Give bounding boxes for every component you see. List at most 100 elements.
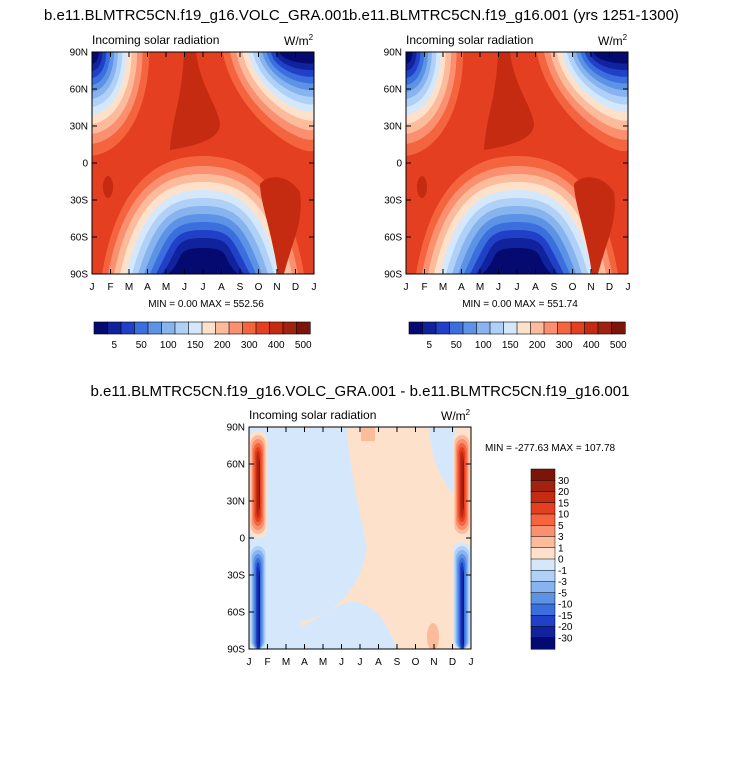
diff-panel: b.e11.BLMTRC5CN.f19_g16.VOLC_GRA.001 - b…	[91, 383, 630, 668]
north-polar-night-band-left	[92, 52, 99, 64]
diff-edge-band	[258, 459, 260, 510]
x-tick-label: S	[551, 282, 558, 293]
colorbar-box	[530, 502, 556, 515]
diff-plot-label: Incoming solar radiation	[249, 408, 376, 422]
diff-stats: MIN = -277.63 MAX = 107.78	[485, 443, 616, 454]
colorbar-box	[201, 321, 217, 335]
south-summer-max	[260, 177, 301, 274]
colorbar-box	[530, 558, 556, 571]
colorbar-label: 50	[136, 340, 148, 351]
x-tick-label: F	[107, 282, 113, 293]
x-tick-label: J	[201, 282, 206, 293]
colorbar-box	[242, 321, 257, 335]
south-polar-night-band	[482, 248, 552, 274]
colorbar-label: 5	[111, 340, 117, 351]
colorbar-box	[408, 321, 424, 335]
colorbar-label: 20	[558, 487, 570, 498]
colorbar-label: 0	[558, 555, 564, 566]
north-summer-max	[484, 52, 534, 150]
y-tick-label: 60N	[70, 85, 88, 96]
x-tick-label: A	[375, 657, 382, 668]
y-tick-label: 60S	[70, 233, 88, 244]
x-tick-label: M	[282, 657, 290, 668]
colorbar-box	[107, 321, 122, 335]
left-colorbar: 5 50 100 150 200 300 400 500	[93, 321, 312, 351]
right-panel: b.e11.BLMTRC5CN.f19_g16.001 (yrs 1251-13…	[349, 7, 679, 351]
y-tick-label: 30N	[227, 497, 245, 508]
colorbar-label: 1	[558, 543, 564, 554]
colorbar-label: 100	[475, 340, 492, 351]
diff-units: W/m2	[441, 408, 471, 423]
colorbar-box	[228, 321, 244, 335]
y-tick-label: 60N	[384, 85, 402, 96]
x-tick-label: M	[125, 282, 133, 293]
colorbar-label: 200	[529, 340, 546, 351]
x-tick-label: M	[476, 282, 484, 293]
colorbar-label: 50	[451, 340, 463, 351]
north-polar-night-band-right	[593, 52, 628, 64]
y-tick-label: 90S	[227, 645, 245, 656]
colorbar-box	[530, 570, 556, 583]
y-tick-label: 60S	[384, 233, 402, 244]
colorbar-label: 10	[558, 510, 570, 521]
diff-edge-band	[461, 455, 463, 514]
diff-edge-band	[257, 455, 259, 514]
colorbar-label: 5	[426, 340, 432, 351]
colorbar-box	[530, 547, 556, 560]
colorbar-box	[462, 321, 478, 335]
diff-edge-band	[258, 570, 260, 649]
y-tick-label: 30N	[384, 122, 402, 133]
colorbar-label: -1	[558, 566, 567, 577]
colorbar-box	[530, 513, 556, 526]
y-tick-label: 90S	[70, 270, 88, 281]
x-tick-label: J	[469, 657, 474, 668]
colorbar-box	[611, 321, 626, 335]
colorbar-box	[255, 321, 271, 335]
north-polar-night-band-left	[406, 52, 413, 64]
right-panel-title: b.e11.BLMTRC5CN.f19_g16.001 (yrs 1251-13…	[349, 7, 679, 24]
colorbar-label: 200	[214, 340, 231, 351]
colorbar-label: 400	[268, 340, 285, 351]
x-tick-label: J	[312, 282, 317, 293]
x-tick-label: S	[394, 657, 401, 668]
x-tick-label: J	[496, 282, 501, 293]
x-tick-label: A	[458, 282, 465, 293]
north-summer-max	[170, 52, 220, 150]
south-summer-spot	[417, 176, 427, 198]
x-tick-label: O	[255, 282, 263, 293]
x-tick-label: M	[319, 657, 327, 668]
colorbar-label: 500	[610, 340, 627, 351]
x-tick-label: O	[412, 657, 420, 668]
colorbar-label: 5	[558, 521, 564, 532]
colorbar-label: 150	[502, 340, 519, 351]
x-tick-label: S	[237, 282, 244, 293]
colorbar-label: 3	[558, 532, 564, 543]
x-tick-label: A	[532, 282, 539, 293]
colorbar-box	[147, 321, 163, 335]
colorbar-label: 30	[558, 476, 570, 487]
diff-positive-region	[301, 427, 471, 649]
y-tick-label: 90S	[384, 270, 402, 281]
diff-edge-band	[461, 566, 463, 649]
colorbar-box	[282, 321, 298, 335]
x-tick-label: D	[292, 282, 299, 293]
left-panel: b.e11.BLMTRC5CN.f19_g16.VOLC_GRA.001 Inc…	[44, 7, 350, 351]
colorbar-label: -20	[558, 622, 573, 633]
y-tick-label: 0	[239, 534, 245, 545]
colorbar-box	[584, 321, 599, 335]
y-tick-label: 90N	[227, 423, 245, 434]
colorbar-box	[516, 321, 532, 335]
colorbar-box	[161, 321, 176, 335]
x-tick-label: M	[439, 282, 447, 293]
colorbar-box	[530, 536, 556, 549]
x-tick-label: J	[90, 282, 95, 293]
colorbar-box	[296, 321, 311, 335]
south-polar-night-band	[168, 248, 238, 274]
colorbar-label: -30	[558, 633, 573, 644]
right-contour-field	[406, 52, 628, 274]
colorbar-label: 100	[160, 340, 177, 351]
